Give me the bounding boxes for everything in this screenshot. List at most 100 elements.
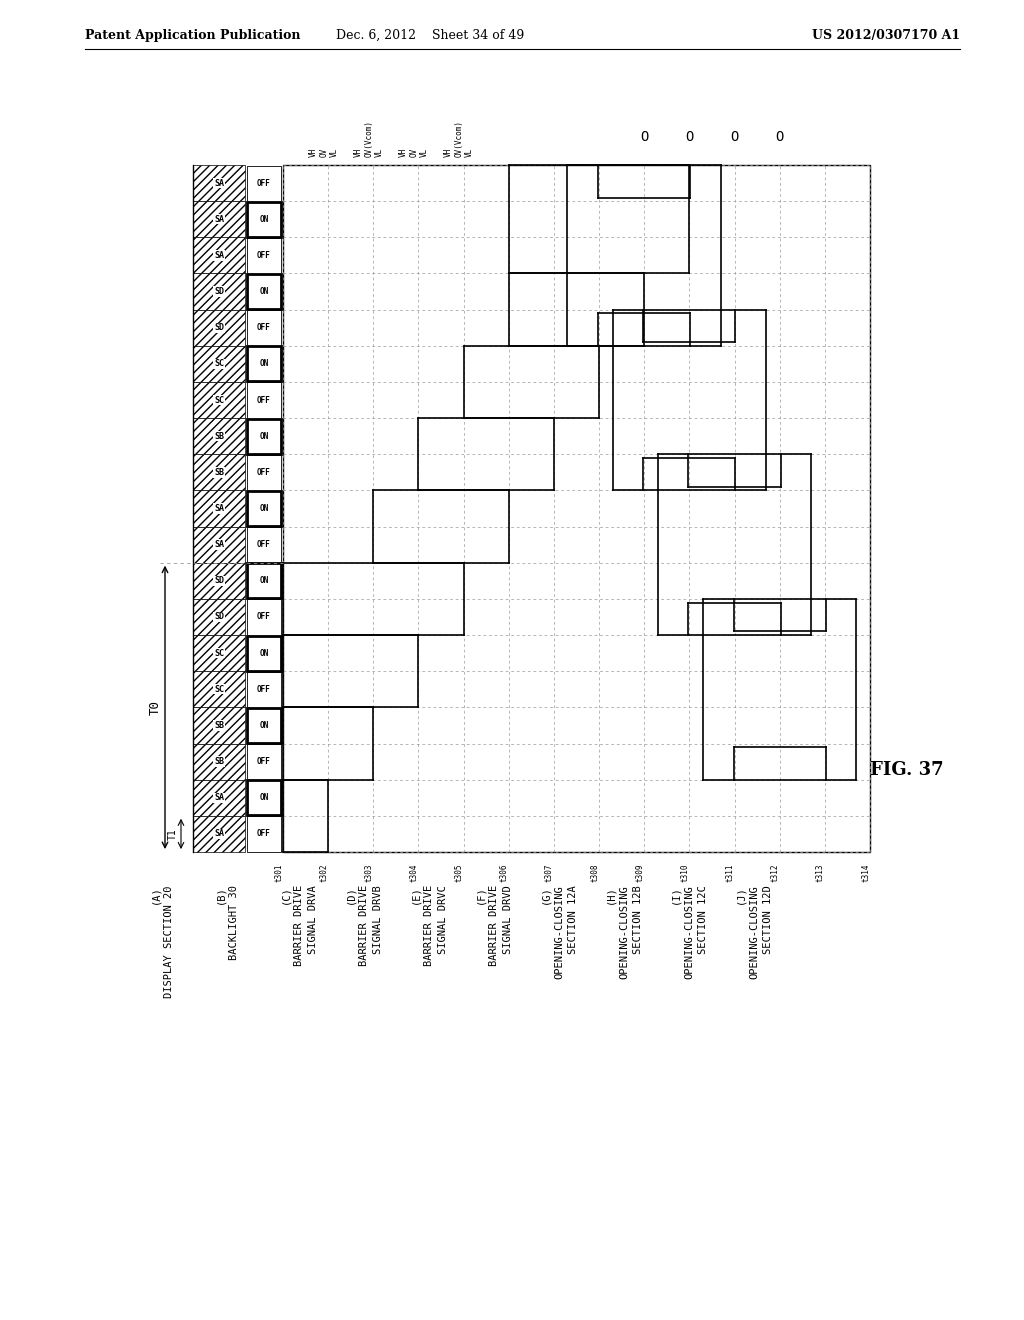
Text: T1: T1: [168, 828, 178, 840]
Text: t303: t303: [365, 865, 374, 883]
Text: SIGNAL DRVD: SIGNAL DRVD: [503, 884, 513, 954]
Text: (C): (C): [280, 884, 290, 904]
Bar: [247, 635, 281, 671]
Text: OPENING-CLOSING: OPENING-CLOSING: [684, 884, 694, 978]
Text: SB: SB: [214, 721, 224, 730]
Text: Dec. 6, 2012    Sheet 34 of 49: Dec. 6, 2012 Sheet 34 of 49: [336, 29, 524, 41]
Text: ON: ON: [259, 577, 268, 585]
Text: SIGNAL DRVA: SIGNAL DRVA: [308, 884, 318, 954]
Bar: [247, 564, 281, 598]
Bar: [283, 165, 870, 851]
Text: (F): (F): [475, 884, 485, 904]
Bar: [247, 491, 281, 527]
Text: OFF: OFF: [257, 612, 271, 622]
Bar: [247, 202, 281, 236]
Text: SD: SD: [214, 612, 224, 622]
Text: OFF: OFF: [257, 685, 271, 694]
Text: (B): (B): [215, 884, 225, 904]
Text: SB: SB: [214, 432, 224, 441]
Bar: [193, 310, 245, 346]
Text: BARRIER DRIVE: BARRIER DRIVE: [359, 884, 369, 966]
Text: VH
OV
VL: VH OV VL: [309, 148, 339, 157]
Text: T0: T0: [148, 700, 162, 715]
Bar: [247, 708, 281, 743]
Text: SECTION 12B: SECTION 12B: [633, 884, 643, 954]
Bar: [247, 383, 281, 417]
Text: SC: SC: [214, 359, 224, 368]
Text: SA: SA: [214, 215, 224, 223]
Text: t313: t313: [816, 865, 825, 883]
Bar: [193, 743, 245, 780]
Text: O: O: [775, 129, 784, 144]
Text: ON: ON: [259, 648, 268, 657]
Bar: [247, 346, 281, 381]
Bar: [247, 455, 281, 490]
Text: SD: SD: [214, 286, 224, 296]
Text: SECTION 12A: SECTION 12A: [568, 884, 578, 954]
Text: SA: SA: [214, 178, 224, 187]
Text: VH
OV(Vcom)
VL: VH OV(Vcom) VL: [354, 120, 384, 157]
Text: SECTION 12D: SECTION 12D: [763, 884, 773, 954]
Text: OFF: OFF: [257, 323, 271, 333]
Bar: [247, 238, 281, 273]
Text: t312: t312: [771, 865, 779, 883]
Bar: [247, 275, 281, 309]
Text: BARRIER DRIVE: BARRIER DRIVE: [424, 884, 434, 966]
Text: t310: t310: [680, 865, 689, 883]
Text: OFF: OFF: [257, 829, 271, 838]
Text: OFF: OFF: [257, 467, 271, 477]
Text: t307: t307: [545, 865, 554, 883]
Text: ON: ON: [259, 215, 268, 223]
Text: BARRIER DRIVE: BARRIER DRIVE: [489, 884, 499, 966]
Text: ON: ON: [259, 793, 268, 803]
Text: SA: SA: [214, 504, 224, 513]
Text: SIGNAL DRVC: SIGNAL DRVC: [438, 884, 449, 954]
Text: Patent Application Publication: Patent Application Publication: [85, 29, 300, 41]
Text: OFF: OFF: [257, 396, 271, 404]
Text: OPENING-CLOSING: OPENING-CLOSING: [618, 884, 629, 978]
Bar: [193, 454, 245, 491]
Text: t309: t309: [635, 865, 644, 883]
Bar: [193, 165, 245, 201]
Bar: [193, 708, 245, 743]
Text: OPENING-CLOSING: OPENING-CLOSING: [749, 884, 759, 978]
Bar: [247, 310, 281, 346]
Text: (D): (D): [345, 884, 355, 904]
Text: (E): (E): [410, 884, 420, 904]
Bar: [193, 273, 245, 310]
Bar: [193, 381, 245, 418]
Text: OFF: OFF: [257, 540, 271, 549]
Bar: [193, 599, 245, 635]
Bar: [193, 527, 245, 562]
Text: OFF: OFF: [257, 758, 271, 766]
Bar: [247, 599, 281, 635]
Bar: [193, 816, 245, 851]
Bar: [247, 527, 281, 562]
Bar: [193, 562, 245, 599]
Text: SB: SB: [214, 758, 224, 766]
Bar: [193, 780, 245, 816]
Text: ON: ON: [259, 359, 268, 368]
Text: OFF: OFF: [257, 178, 271, 187]
Text: SD: SD: [214, 577, 224, 585]
Text: SA: SA: [214, 251, 224, 260]
Text: O: O: [685, 129, 693, 144]
Text: t314: t314: [861, 865, 870, 883]
Text: O: O: [730, 129, 738, 144]
Text: (A): (A): [150, 884, 160, 904]
Text: US 2012/0307170 A1: US 2012/0307170 A1: [812, 29, 961, 41]
Text: t311: t311: [726, 865, 734, 883]
Text: O: O: [640, 129, 648, 144]
Text: (H): (H): [605, 884, 615, 904]
Text: DISPLAY SECTION 20: DISPLAY SECTION 20: [164, 884, 174, 998]
Text: t301: t301: [274, 865, 283, 883]
Text: (I): (I): [670, 884, 680, 904]
Text: FIG. 37: FIG. 37: [870, 762, 944, 779]
Text: ON: ON: [259, 721, 268, 730]
Text: ON: ON: [259, 286, 268, 296]
Text: VH
OV(Vcom)
VL: VH OV(Vcom) VL: [444, 120, 474, 157]
Text: BARRIER DRIVE: BARRIER DRIVE: [294, 884, 304, 966]
Text: t304: t304: [410, 865, 419, 883]
Text: (J): (J): [735, 884, 745, 904]
Text: (G): (G): [540, 884, 550, 904]
